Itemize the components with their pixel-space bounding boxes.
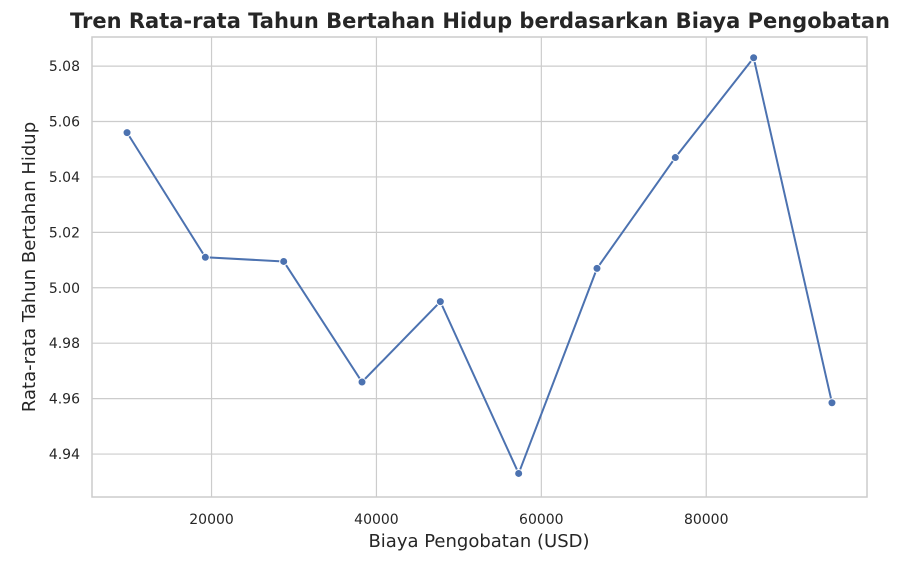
series-layer [122,53,837,478]
data-point [357,377,367,387]
grid [92,37,867,497]
data-point [122,128,132,138]
data-point [514,468,524,478]
y-axis-label: Rata-rata Tahun Bertahan Hidup [19,122,40,412]
plot-frame [91,36,868,498]
data-point [592,263,602,273]
data-point [200,252,210,262]
data-point [827,398,837,408]
data-point [435,297,445,307]
data-point [279,256,289,266]
x-tick-label: 40000 [354,512,399,528]
y-tick-label: 5.08 [49,59,80,75]
chart-title: Tren Rata-rata Tahun Bertahan Hidup berd… [70,9,890,33]
y-tick-label: 5.00 [49,281,80,297]
y-tick-label: 5.04 [49,170,80,186]
tick-labels: 20000 40000 60000 80000 4.94 4.96 4.98 5.00 5.02… [49,59,729,528]
x-tick-label: 20000 [189,512,234,528]
y-tick-label: 5.06 [49,115,80,131]
y-tick-label: 4.98 [49,336,80,352]
data-point [670,153,680,163]
y-tick-label: 4.96 [49,392,80,408]
y-tick-label: 5.02 [49,225,80,241]
series-line [126,56,833,475]
x-axis-label: Biaya Pengobatan (USD) [368,531,589,552]
data-point [749,53,759,63]
x-tick-label: 80000 [684,512,729,528]
x-tick-label: 60000 [519,512,564,528]
y-tick-label: 4.94 [49,447,80,463]
